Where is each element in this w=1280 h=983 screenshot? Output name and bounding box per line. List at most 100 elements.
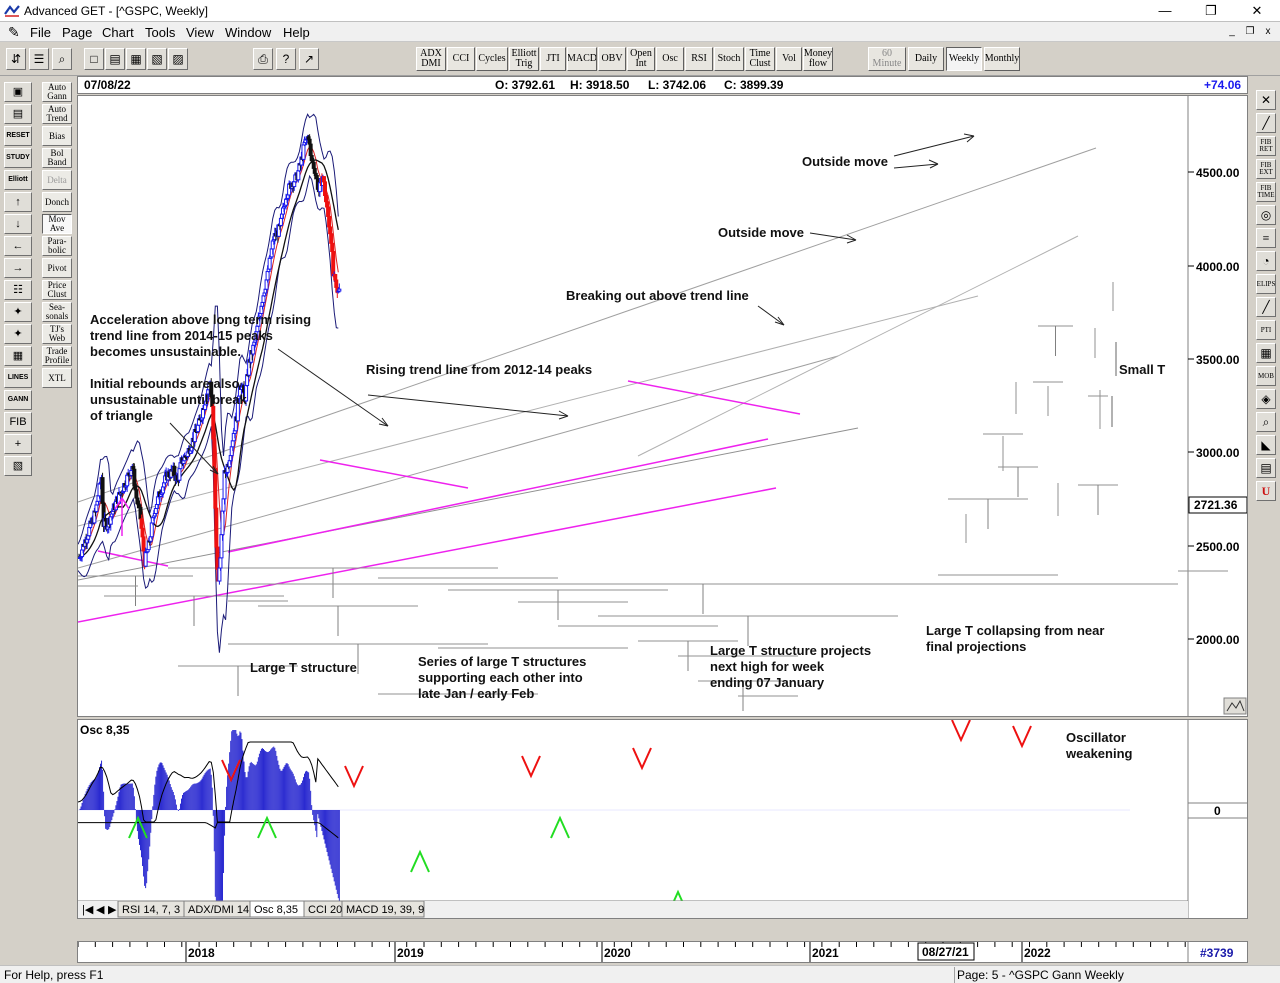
- window-icon[interactable]: ▨: [168, 48, 188, 70]
- mdi-restore-button[interactable]: ❐: [1245, 26, 1255, 37]
- study-toggle-xtl[interactable]: XTL: [42, 368, 72, 388]
- study-toggle-delta[interactable]: Delta: [42, 170, 72, 190]
- timeframe-monthly[interactable]: Monthly: [984, 47, 1020, 71]
- down-arrow-icon[interactable]: ↓: [4, 214, 32, 234]
- tab-cci-20[interactable]: CCI 20: [303, 900, 343, 918]
- mdi-close-button[interactable]: x: [1265, 26, 1271, 37]
- oscillator-panel[interactable]: 0 Osc 8,35 Oscillator weakening |◀ ◀ ▶ ▶…: [77, 719, 1248, 919]
- timeframe-daily[interactable]: Daily: [908, 47, 944, 71]
- study-button-obv[interactable]: OBV: [598, 47, 626, 71]
- tab-osc-8-35[interactable]: Osc 8,35: [249, 900, 305, 918]
- study-toggle-bol-band[interactable]: Bol Band: [42, 148, 72, 168]
- study-button-rsi[interactable]: RSI: [685, 47, 713, 71]
- zoom-icon[interactable]: ⌕: [52, 48, 72, 70]
- study-toggle-sea-sonals[interactable]: Sea-sonals: [42, 302, 72, 322]
- study-toggle-pivot[interactable]: Pivot: [42, 258, 72, 278]
- arc-tool-icon[interactable]: ◔: [1256, 251, 1276, 271]
- study-button-time-clust[interactable]: Time Clust: [745, 47, 775, 71]
- study-toggle-auto-gann[interactable]: Auto Gann: [42, 82, 72, 102]
- reset-icon[interactable]: RESET: [4, 126, 32, 146]
- trend-tool-icon[interactable]: ╱: [1256, 297, 1276, 317]
- open-page-icon[interactable]: ▤: [105, 48, 125, 70]
- open-folder-icon[interactable]: ▣: [4, 82, 32, 102]
- menu-help[interactable]: Help: [283, 25, 310, 40]
- timeframe-weekly[interactable]: Weekly: [946, 47, 982, 71]
- study-button-elliott-trig[interactable]: Elliott Trig: [509, 47, 539, 71]
- mob-icon[interactable]: MOB: [1256, 366, 1276, 386]
- study-toggle-trade-profile[interactable]: Trade Profile: [42, 346, 72, 366]
- tab-scroll-right[interactable]: ▶: [108, 904, 117, 916]
- line-tool-icon[interactable]: ╱: [1256, 113, 1276, 133]
- right-arrow-icon[interactable]: →: [4, 258, 32, 278]
- study-toggle-para-bolic[interactable]: Para-bolic: [42, 236, 72, 256]
- refresh-icon[interactable]: ⇵: [6, 48, 26, 70]
- crosshair-icon[interactable]: +: [4, 434, 32, 454]
- zoom-tool-icon[interactable]: ⌕: [1256, 412, 1276, 432]
- up-arrow-icon[interactable]: ↑: [4, 192, 32, 212]
- oscillator-chart[interactable]: 0 Osc 8,35 Oscillator weakening |◀ ◀ ▶ ▶…: [78, 720, 1247, 918]
- tab-adx-dmi-14[interactable]: ADX/DMI 14: [183, 900, 251, 918]
- menu-tools[interactable]: Tools: [145, 25, 176, 40]
- lines-icon[interactable]: LINES: [4, 368, 32, 388]
- notes-icon[interactable]: ▤: [4, 104, 32, 124]
- triangle-tool-icon[interactable]: ◣: [1256, 435, 1276, 455]
- study-button-osc[interactable]: Osc: [656, 47, 684, 71]
- list-icon[interactable]: ☰: [29, 48, 49, 70]
- tab-scroll-first[interactable]: |◀: [82, 904, 94, 916]
- context-help-icon[interactable]: ↗: [299, 48, 319, 70]
- channel-tool-icon[interactable]: ≡: [1256, 228, 1276, 248]
- fib-icon[interactable]: FIB: [4, 412, 32, 432]
- table-icon[interactable]: ▦: [4, 346, 32, 366]
- minimize-button[interactable]: —: [1158, 3, 1172, 18]
- maximize-button[interactable]: ❐: [1205, 3, 1217, 18]
- study-button-money-flow[interactable]: Money flow: [803, 47, 833, 71]
- study-toggle-tj-s-web[interactable]: TJ's Web: [42, 324, 72, 344]
- grid-tool-icon[interactable]: ▦: [1256, 343, 1276, 363]
- timeframe-60-minute[interactable]: 60 Minute: [868, 47, 906, 71]
- fib-retracement-icon[interactable]: FIB RET: [1256, 136, 1276, 156]
- elliott-icon[interactable]: Elliott: [4, 170, 32, 190]
- pti-icon[interactable]: PTI: [1256, 320, 1276, 340]
- gann-icon[interactable]: GANN: [4, 390, 32, 410]
- study-button-cycles[interactable]: Cycles: [476, 47, 508, 71]
- u-tool-icon[interactable]: U: [1256, 481, 1276, 501]
- tab-rsi-14-7-3[interactable]: RSI 14, 7, 3: [117, 900, 185, 918]
- fib-time-icon[interactable]: FIB TIME: [1256, 182, 1276, 202]
- study-button-stoch[interactable]: Stoch: [714, 47, 744, 71]
- tab-scroll-left[interactable]: ◀: [96, 904, 105, 916]
- price-chart[interactable]: Outside move Outside move Breaking out a…: [78, 96, 1247, 716]
- list-tool-icon[interactable]: ▤: [1256, 458, 1276, 478]
- study-button-open-int[interactable]: Open Int: [627, 47, 655, 71]
- template-icon[interactable]: ▧: [4, 456, 32, 476]
- fib-extension-icon[interactable]: FIB EXT: [1256, 159, 1276, 179]
- diamond-tool-icon[interactable]: ◈: [1256, 389, 1276, 409]
- resize-grip-icon[interactable]: [1223, 697, 1247, 715]
- grid-icon[interactable]: ☷: [4, 280, 32, 300]
- study-button-cci[interactable]: CCI: [447, 47, 475, 71]
- study-toggle-mov-ave[interactable]: Mov Ave: [42, 214, 72, 234]
- close-button[interactable]: ✕: [1251, 3, 1263, 18]
- price-chart-panel[interactable]: Outside move Outside move Breaking out a…: [77, 95, 1248, 717]
- help-icon[interactable]: ?: [276, 48, 296, 70]
- save-page-icon[interactable]: ▦: [126, 48, 146, 70]
- circle-tool-icon[interactable]: ◎: [1256, 205, 1276, 225]
- close-tool-icon[interactable]: ✕: [1256, 90, 1276, 110]
- ellipse-tool-icon[interactable]: ELIPS: [1256, 274, 1276, 294]
- study-button-macd[interactable]: MACD: [567, 47, 597, 71]
- menu-chart[interactable]: Chart: [102, 25, 134, 40]
- study-toggle-price-clust[interactable]: Price Clust: [42, 280, 72, 300]
- mdi-minimize-button[interactable]: _: [1229, 26, 1235, 37]
- scissors-icon[interactable]: ✦: [4, 302, 32, 322]
- study-button-vol[interactable]: Vol: [776, 47, 802, 71]
- magic-icon[interactable]: ✦: [4, 324, 32, 344]
- study-button-jti[interactable]: JTI: [540, 47, 566, 71]
- menu-view[interactable]: View: [186, 25, 214, 40]
- print-icon[interactable]: ⎙: [253, 48, 273, 70]
- tab-macd-19-39-9[interactable]: MACD 19, 39, 9: [341, 900, 425, 918]
- study-toggle-bias[interactable]: Bias: [42, 126, 72, 146]
- left-arrow-icon[interactable]: ←: [4, 236, 32, 256]
- copy-page-icon[interactable]: ▧: [147, 48, 167, 70]
- new-page-icon[interactable]: □: [84, 48, 104, 70]
- menu-window[interactable]: Window: [225, 25, 272, 40]
- menu-page[interactable]: Page: [62, 25, 93, 40]
